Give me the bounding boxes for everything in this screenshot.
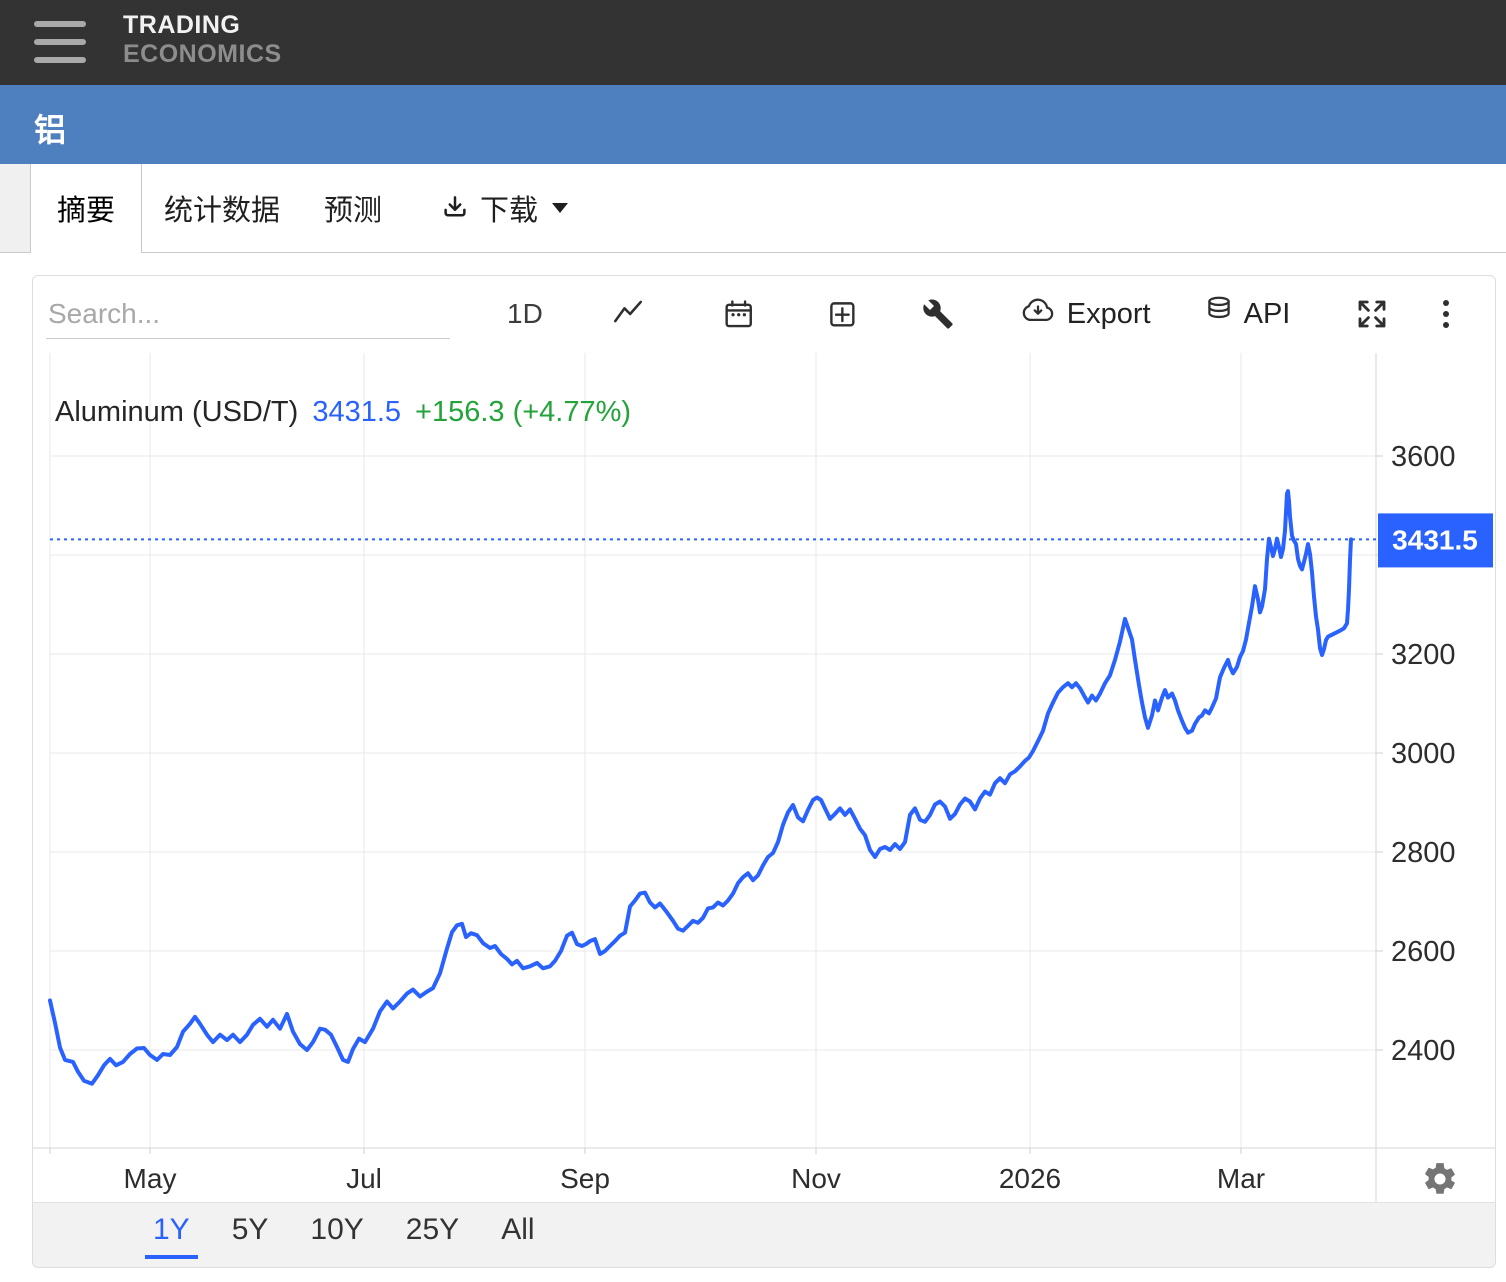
tab-bar-left-spacer	[0, 164, 30, 252]
add-indicator-icon[interactable]	[822, 292, 862, 336]
y-axis-label: 3000	[1391, 738, 1456, 770]
export-button[interactable]: Export	[1018, 293, 1151, 335]
download-menu[interactable]: 下载	[418, 164, 590, 252]
chart-toolbar: 1D	[33, 276, 1495, 352]
y-axis-label: 2600	[1391, 936, 1456, 968]
x-axis-label: Jul	[346, 1163, 382, 1194]
tab-forecast[interactable]: 预测	[302, 164, 404, 252]
range-all-button[interactable]: All	[493, 1211, 542, 1259]
price-line-series	[48, 489, 1353, 1086]
chart-panel: 1D	[32, 275, 1496, 1268]
range-5y-button[interactable]: 5Y	[224, 1211, 277, 1259]
tab-statistics[interactable]: 统计数据	[142, 164, 302, 252]
instrument-name: Aluminum (USD/T)	[55, 396, 299, 428]
x-axis-label: Mar	[1217, 1163, 1265, 1194]
database-icon	[1203, 293, 1235, 335]
current-price-tag-label: 3431.5	[1392, 524, 1478, 555]
interval-selector[interactable]: 1D	[507, 298, 543, 329]
y-axis-label: 2800	[1391, 837, 1456, 869]
last-price: 3431.5	[312, 396, 402, 428]
range-25y-button[interactable]: 25Y	[398, 1211, 467, 1259]
price-change: +156.3 (+4.77%)	[415, 396, 632, 428]
hamburger-menu-icon[interactable]	[34, 21, 86, 63]
export-label: Export	[1066, 297, 1151, 330]
x-axis-label: 2026	[999, 1163, 1061, 1194]
download-label: 下载	[480, 195, 539, 227]
download-icon	[440, 193, 470, 223]
more-options-kebab-icon[interactable]	[1426, 292, 1466, 336]
current-price-tag	[1378, 513, 1493, 568]
tab-summary-label: 摘要	[57, 195, 116, 227]
settings-wrench-icon[interactable]	[918, 292, 958, 336]
tab-summary[interactable]: 摘要	[30, 164, 143, 253]
fullscreen-icon[interactable]	[1352, 292, 1392, 336]
chart-settings-gear-icon[interactable]	[1421, 1160, 1459, 1198]
range-selector: 1Y 5Y 10Y 25Y All	[145, 1211, 543, 1259]
tab-bar: 摘要 统计数据 预测 下载	[0, 164, 1506, 253]
tab-forecast-label: 预测	[324, 195, 383, 227]
x-axis-label: May	[124, 1163, 177, 1194]
chart-legend: Aluminum (USD/T) 3431.5 +156.3 (+4.77%)	[55, 396, 631, 429]
y-axis-label: 3200	[1391, 639, 1456, 671]
chart-area[interactable]: 3600 3200 3000 2800 2600 2400 May Jul Sep Nov 2026…	[33, 352, 1495, 1202]
api-label: API	[1243, 297, 1291, 330]
tab-statistics-label: 统计数据	[164, 195, 281, 227]
instrument-header-bar: 铝	[0, 85, 1506, 164]
y-axis-label: 2400	[1391, 1035, 1456, 1067]
brand-line-2: ECONOMICS	[123, 40, 282, 68]
trading-economics-logo[interactable]: TRADING ECONOMICS	[123, 11, 282, 69]
api-button[interactable]: API	[1203, 293, 1291, 335]
range-1y-button[interactable]: 1Y	[145, 1211, 198, 1259]
x-axis-label: Nov	[791, 1163, 841, 1194]
search-input[interactable]	[46, 289, 450, 339]
y-axis-label: 3600	[1391, 441, 1456, 473]
calendar-icon[interactable]	[718, 292, 758, 336]
brand-line-1: TRADING	[123, 11, 241, 39]
chart-type-line-icon[interactable]	[608, 292, 648, 336]
cloud-download-icon	[1018, 293, 1058, 335]
top-header: TRADING ECONOMICS	[0, 0, 1506, 85]
range-selector-bar: 1Y 5Y 10Y 25Y All	[33, 1202, 1495, 1267]
x-axis-label: Sep	[560, 1163, 610, 1194]
page-title: 铝	[34, 112, 67, 148]
price-chart-svg: 3600 3200 3000 2800 2600 2400 May Jul Sep Nov 2026…	[33, 353, 1495, 1202]
range-10y-button[interactable]: 10Y	[302, 1211, 371, 1259]
chevron-down-icon	[552, 203, 569, 213]
